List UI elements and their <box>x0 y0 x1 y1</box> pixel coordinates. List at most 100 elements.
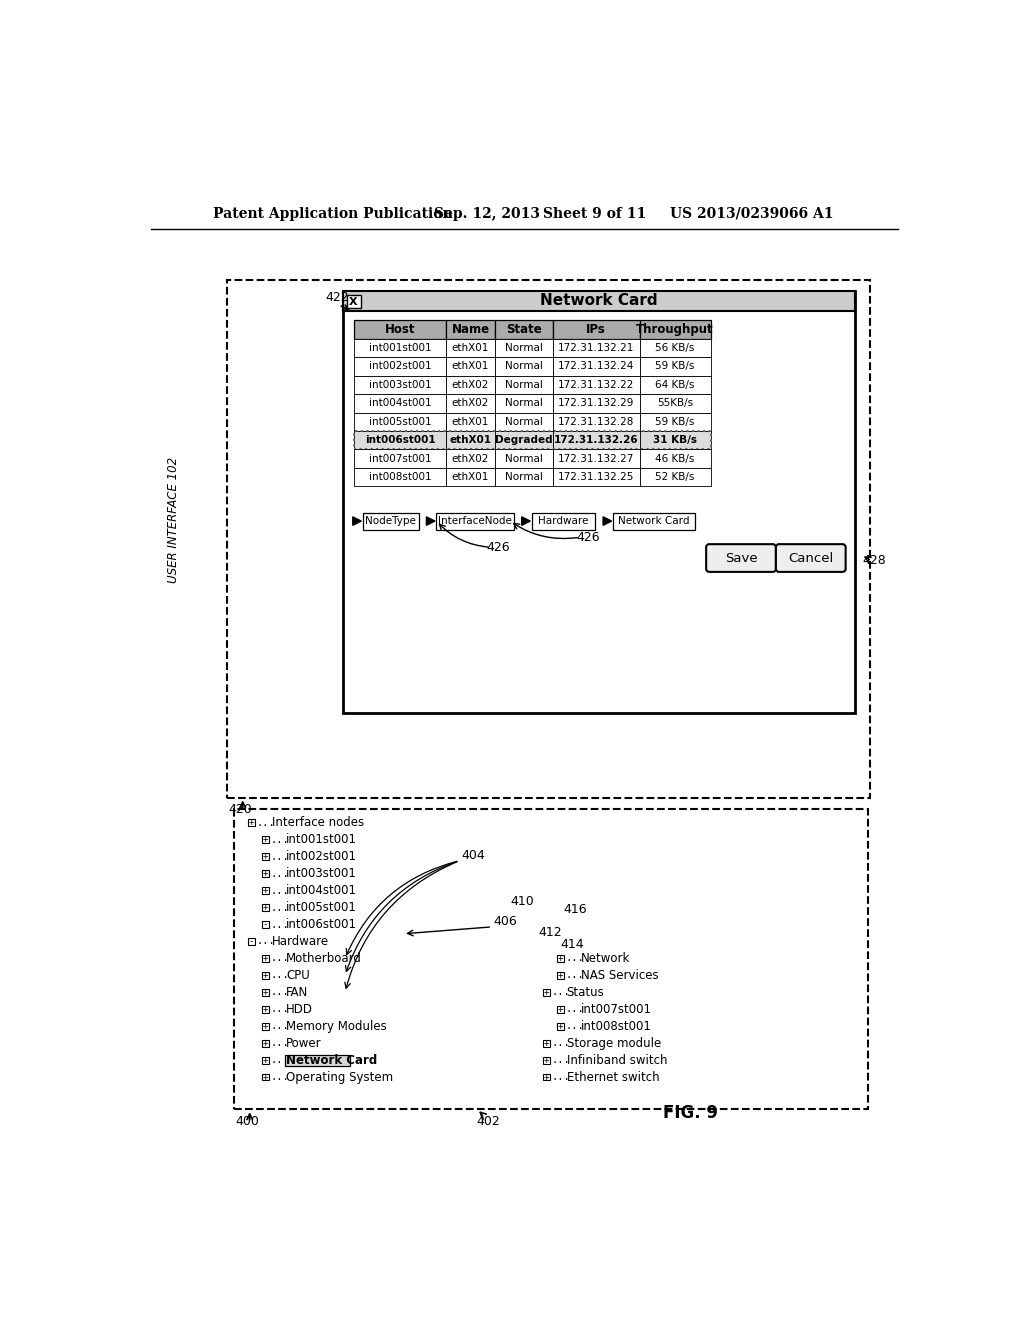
Text: FIG. 9: FIG. 9 <box>663 1105 718 1122</box>
Bar <box>262 1023 269 1030</box>
Text: Hardware: Hardware <box>539 516 589 527</box>
Text: Normal: Normal <box>505 362 543 371</box>
Text: Normal: Normal <box>505 343 543 352</box>
Bar <box>543 989 550 995</box>
Text: 400: 400 <box>236 1115 260 1127</box>
Bar <box>262 921 269 928</box>
Text: +: + <box>263 886 268 895</box>
Text: 172.31.132.22: 172.31.132.22 <box>558 380 634 389</box>
Bar <box>354 321 445 339</box>
Text: 410: 410 <box>510 895 534 908</box>
Text: -: - <box>249 937 254 946</box>
Bar <box>354 339 445 358</box>
Bar <box>445 339 496 358</box>
Bar <box>543 1040 550 1047</box>
Text: -: - <box>263 920 268 929</box>
Text: +: + <box>557 1022 563 1031</box>
Bar <box>543 1056 550 1064</box>
Bar <box>496 430 553 449</box>
Text: Save: Save <box>725 552 758 565</box>
Text: int001st001: int001st001 <box>286 833 357 846</box>
Text: 412: 412 <box>539 927 562 939</box>
Bar <box>640 469 711 487</box>
Text: USER INTERFACE 102: USER INTERFACE 102 <box>167 457 180 583</box>
Text: ...: ... <box>551 1038 570 1048</box>
Text: 46 KB/s: 46 KB/s <box>655 454 695 463</box>
Text: 55KB/s: 55KB/s <box>657 399 693 408</box>
Bar <box>227 280 870 797</box>
Bar <box>262 1006 269 1012</box>
Bar <box>346 296 360 308</box>
Text: ...: ... <box>270 869 290 879</box>
Text: ...: ... <box>270 970 290 981</box>
Bar <box>557 1006 563 1012</box>
Text: ...: ... <box>270 953 290 964</box>
Bar <box>354 376 445 395</box>
Text: State: State <box>506 323 542 335</box>
Bar <box>262 887 269 894</box>
Bar <box>262 870 269 878</box>
FancyBboxPatch shape <box>776 544 846 572</box>
Text: +: + <box>263 987 268 997</box>
Text: NodeType: NodeType <box>366 516 416 527</box>
Text: ...: ... <box>270 1055 290 1065</box>
Bar <box>262 1056 269 1064</box>
Bar <box>553 430 640 449</box>
Text: +: + <box>263 954 268 962</box>
Bar <box>531 512 595 529</box>
Bar <box>445 376 496 395</box>
Text: Sep. 12, 2013: Sep. 12, 2013 <box>434 207 540 220</box>
Text: ethX01: ethX01 <box>452 362 489 371</box>
Text: int008st001: int008st001 <box>581 1019 651 1032</box>
Text: +: + <box>544 1073 549 1081</box>
Text: Infiniband switch: Infiniband switch <box>566 1053 668 1067</box>
Text: NAS Services: NAS Services <box>581 969 658 982</box>
Bar <box>262 1040 269 1047</box>
Bar <box>354 430 445 449</box>
Text: Throughput: Throughput <box>636 323 714 335</box>
Text: ...: ... <box>270 987 290 998</box>
Bar <box>640 321 711 339</box>
Text: ...: ... <box>565 953 584 964</box>
Bar <box>640 358 711 376</box>
Bar <box>262 1073 269 1081</box>
Text: +: + <box>263 853 268 861</box>
Text: +: + <box>249 818 254 828</box>
Bar <box>354 469 445 487</box>
Text: +: + <box>263 870 268 878</box>
Bar <box>553 393 640 412</box>
Bar <box>262 989 269 995</box>
Bar <box>248 939 255 945</box>
Text: int001st001: int001st001 <box>369 343 431 352</box>
Bar <box>445 469 496 487</box>
Text: +: + <box>557 954 563 962</box>
Text: US 2013/0239066 A1: US 2013/0239066 A1 <box>671 207 834 220</box>
Text: Normal: Normal <box>505 399 543 408</box>
Text: Ethernet switch: Ethernet switch <box>566 1071 659 1084</box>
Text: ...: ... <box>257 818 275 828</box>
Bar <box>557 972 563 979</box>
Polygon shape <box>352 517 361 525</box>
Text: ethX01: ethX01 <box>450 436 492 445</box>
Text: 426: 426 <box>575 531 600 544</box>
Text: ...: ... <box>551 1072 570 1082</box>
Text: Normal: Normal <box>505 380 543 389</box>
Bar <box>445 412 496 430</box>
Text: int004st001: int004st001 <box>286 884 357 898</box>
Bar <box>496 339 553 358</box>
Text: +: + <box>544 1039 549 1048</box>
Text: int005st001: int005st001 <box>286 902 357 915</box>
Text: Normal: Normal <box>505 454 543 463</box>
Text: 59 KB/s: 59 KB/s <box>655 362 695 371</box>
Text: ethX01: ethX01 <box>452 473 489 482</box>
Text: int005st001: int005st001 <box>369 417 431 426</box>
Text: Patent Application Publication: Patent Application Publication <box>213 207 453 220</box>
Text: 426: 426 <box>486 541 510 554</box>
Bar <box>262 954 269 962</box>
Bar <box>496 449 553 469</box>
Bar <box>553 469 640 487</box>
Text: Degraded: Degraded <box>496 436 553 445</box>
Bar <box>557 1023 563 1030</box>
Text: Memory Modules: Memory Modules <box>286 1019 387 1032</box>
Text: CPU: CPU <box>286 969 310 982</box>
